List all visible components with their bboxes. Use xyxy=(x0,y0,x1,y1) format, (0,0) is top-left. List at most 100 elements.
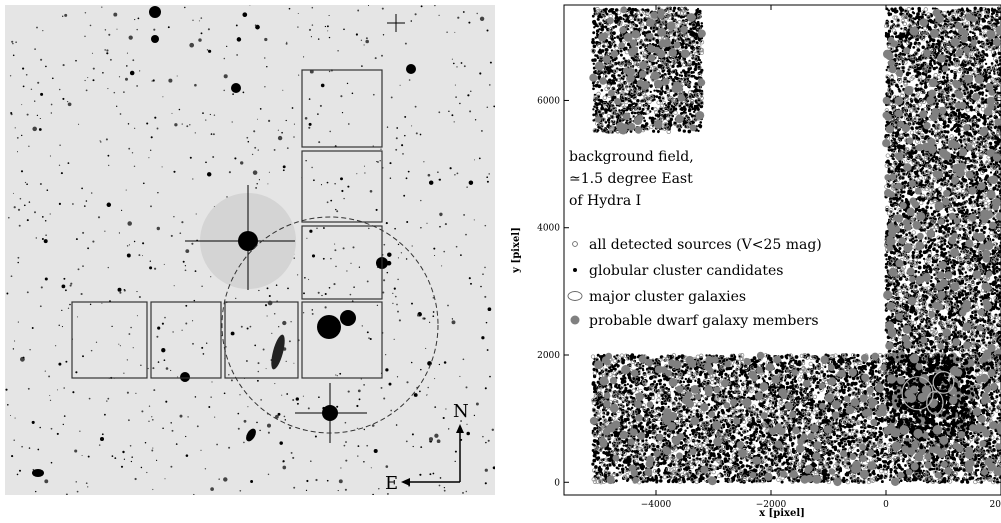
gc-point xyxy=(946,245,949,248)
field-star xyxy=(318,141,320,143)
field-star xyxy=(123,373,124,374)
field-star xyxy=(61,172,63,174)
gc-point xyxy=(689,27,692,30)
field-star xyxy=(157,128,159,130)
field-star xyxy=(281,395,282,396)
field-star xyxy=(481,130,483,132)
gc-point xyxy=(640,110,643,113)
field-star xyxy=(429,437,433,441)
field-star xyxy=(290,321,291,322)
field-star xyxy=(111,326,112,327)
field-star xyxy=(101,6,102,7)
field-star xyxy=(293,136,295,138)
field-star xyxy=(182,124,183,125)
field-star xyxy=(394,288,396,290)
field-star xyxy=(130,71,135,76)
field-star xyxy=(5,389,7,391)
field-star xyxy=(240,161,243,164)
field-star xyxy=(118,344,119,345)
field-star xyxy=(401,144,403,146)
gc-point xyxy=(599,49,602,52)
field-star xyxy=(433,248,435,250)
field-star xyxy=(108,267,109,268)
dwarf-point xyxy=(675,114,684,123)
field-star xyxy=(411,362,413,364)
field-star xyxy=(200,450,201,451)
dwarf-point xyxy=(654,80,663,89)
field-star xyxy=(59,145,60,146)
field-star xyxy=(470,283,472,285)
field-star xyxy=(283,165,286,168)
field-star xyxy=(377,305,378,306)
field-star xyxy=(437,439,441,443)
field-star xyxy=(172,430,174,432)
field-star xyxy=(434,406,436,408)
field-star xyxy=(81,293,83,295)
field-star xyxy=(129,35,133,39)
gc-point xyxy=(685,112,687,114)
field-star xyxy=(286,120,287,121)
field-star xyxy=(451,114,453,116)
field-star xyxy=(146,472,147,473)
field-star xyxy=(104,414,106,416)
field-star xyxy=(134,19,135,20)
field-star xyxy=(197,425,199,427)
field-star xyxy=(170,370,171,371)
field-star xyxy=(482,436,484,438)
field-star xyxy=(232,93,234,95)
field-star xyxy=(445,408,446,409)
field-star xyxy=(50,213,51,214)
dwarf-point xyxy=(690,124,697,131)
field-star xyxy=(485,387,487,389)
field-star xyxy=(238,428,240,430)
dwarf-point xyxy=(628,123,636,131)
field-star xyxy=(114,457,116,459)
field-star xyxy=(422,317,424,319)
gc-point xyxy=(607,46,610,49)
field-star xyxy=(42,216,44,218)
field-star xyxy=(448,111,449,112)
gc-point xyxy=(690,46,694,50)
field-star xyxy=(315,479,317,481)
field-star xyxy=(361,65,363,67)
gc-point xyxy=(987,117,989,119)
field-star xyxy=(396,127,398,129)
field-star xyxy=(329,287,331,289)
field-star xyxy=(224,392,226,394)
field-star xyxy=(485,469,488,472)
field-star xyxy=(482,274,483,275)
gc-point xyxy=(651,117,655,121)
field-star xyxy=(37,82,39,84)
field-star xyxy=(90,25,92,27)
field-star xyxy=(116,106,117,107)
dwarf-point xyxy=(680,26,688,34)
gc-point xyxy=(612,8,614,10)
field-star xyxy=(59,325,60,326)
field-star xyxy=(186,454,189,457)
field-star xyxy=(317,113,319,115)
field-star xyxy=(50,155,51,156)
field-star xyxy=(359,267,360,268)
gc-point xyxy=(956,241,959,244)
field-star xyxy=(348,391,350,393)
dwarf-point xyxy=(648,54,655,61)
field-star xyxy=(376,161,377,162)
field-star xyxy=(26,74,28,76)
field-star xyxy=(341,190,343,192)
field-star xyxy=(298,75,299,76)
field-star xyxy=(86,90,88,92)
field-star xyxy=(327,25,329,27)
field-star xyxy=(364,166,365,167)
gc-point xyxy=(678,64,682,68)
field-star xyxy=(457,17,459,19)
field-star xyxy=(17,137,19,139)
field-star xyxy=(186,125,188,127)
field-star xyxy=(343,198,344,199)
gc-point xyxy=(612,31,616,35)
field-star xyxy=(96,342,97,343)
field-star xyxy=(444,361,447,364)
gc-point xyxy=(969,248,972,251)
field-star xyxy=(165,401,167,403)
field-star xyxy=(108,34,110,36)
field-star xyxy=(195,396,197,398)
